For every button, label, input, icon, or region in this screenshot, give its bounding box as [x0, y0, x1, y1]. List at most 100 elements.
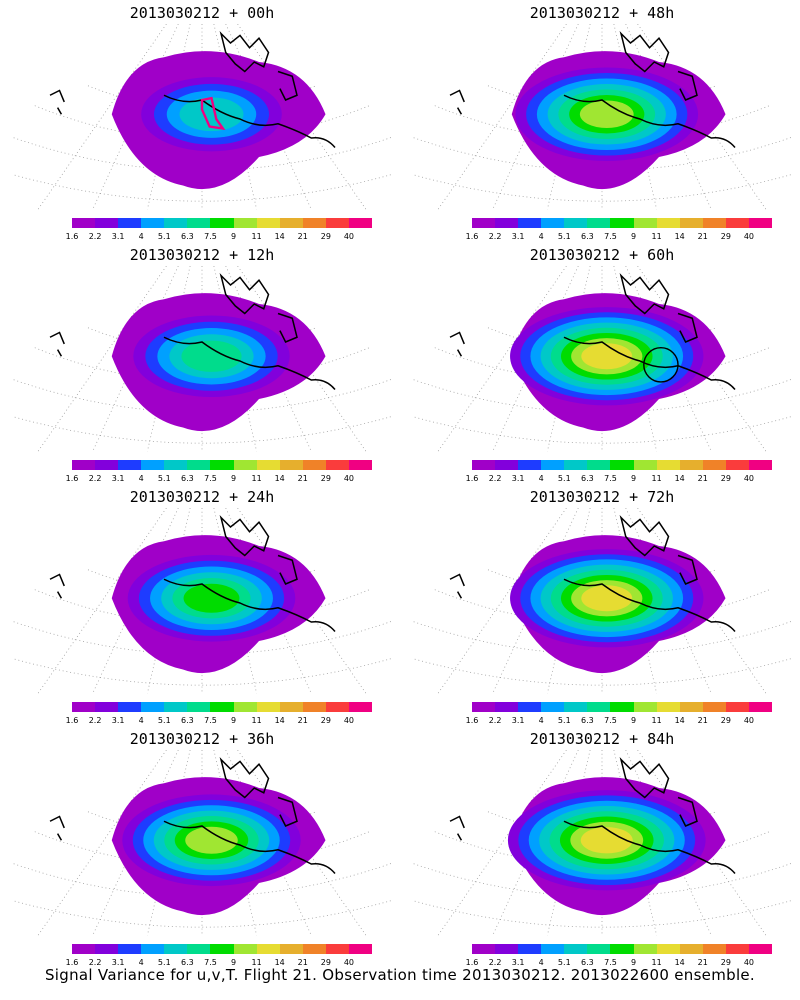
panel-title: 2013030212 + 84h [529, 730, 675, 748]
colorbar-tick-label: 11 [651, 474, 662, 483]
colorbar-tick-label: 29 [320, 716, 331, 725]
colorbar-swatch [541, 460, 565, 470]
flight-track [200, 96, 226, 131]
colorbar-tick-label: 9 [230, 232, 237, 241]
forecast-panel: 2013030212 + 00h 1.6 2.2 3.1 4 5.1 6.3 7.5 9 11 14… [12, 0, 392, 242]
panel-title: 2013030212 + 00h [129, 4, 275, 22]
colorbar-swatch [279, 460, 303, 470]
colorbar-swatch [141, 702, 165, 712]
colorbar-swatch [164, 460, 188, 470]
colorbar-swatch [587, 944, 611, 954]
colorbar-tick-label: 21 [297, 958, 308, 967]
forecast-panel: 2013030212 + 36h 1.6 2.2 3.1 4 5.1 6.3 7.5 9 11 14… [12, 726, 392, 968]
colorbar-swatch [564, 218, 588, 228]
map-plot [12, 266, 392, 452]
colorbar-tick-label: 6.3 [181, 474, 194, 483]
colorbar-swatch [279, 218, 303, 228]
colorbar-swatch [187, 218, 211, 228]
colorbar-tick-label: 1.6 [65, 958, 79, 967]
colorbar-swatch [118, 944, 142, 954]
colorbar-swatch [95, 460, 119, 470]
colorbar-swatch [518, 218, 542, 228]
colorbar-swatch [348, 944, 373, 954]
colorbar-labels: 1.6 2.2 3.1 4 5.1 6.3 7.5 9 11 14 21 29 40 [452, 232, 792, 242]
colorbar-swatch [679, 702, 703, 712]
colorbar-swatch [95, 218, 119, 228]
colorbar-tick-label: 5.1 [157, 716, 171, 725]
colorbar-swatch [495, 460, 519, 470]
colorbar-swatch [610, 218, 634, 228]
colorbar-swatch [210, 944, 234, 954]
colorbar-tick-label: 40 [343, 716, 355, 725]
colorbar-swatch [725, 702, 749, 712]
panel-title: 2013030212 + 60h [529, 246, 675, 264]
colorbar-tick-label: 11 [251, 716, 262, 725]
colorbar-tick-label: 21 [697, 232, 708, 241]
colorbar-swatch [679, 460, 703, 470]
colorbar-tick-label: 1.6 [65, 716, 79, 725]
colorbar-tick-label: 4 [538, 232, 544, 241]
colorbar-swatch [302, 218, 326, 228]
colorbar-labels: 1.6 2.2 3.1 4 5.1 6.3 7.5 9 11 14 21 29 40 [52, 958, 392, 968]
colorbar-tick-label: 14 [274, 474, 285, 483]
colorbar-tick-label: 40 [743, 958, 755, 967]
colorbar-swatch [279, 944, 303, 954]
colorbar-swatch [187, 944, 211, 954]
signal-variance-field [111, 777, 326, 916]
colorbar-tick-label: 7.5 [204, 232, 217, 241]
colorbar-swatch [95, 702, 119, 712]
colorbar-tick-label: 9 [230, 716, 237, 725]
colorbar-tick-label: 3.1 [111, 716, 125, 725]
colorbar-tick-label: 40 [343, 958, 355, 967]
colorbar-tick-label: 9 [630, 474, 637, 483]
colorbar-swatch [725, 218, 749, 228]
panel-title: 2013030212 + 48h [529, 4, 675, 22]
colorbar-tick-label: 6.3 [181, 716, 194, 725]
colorbar-tick-label: 7.5 [604, 716, 617, 725]
colorbar-tick-label: 3.1 [111, 958, 125, 967]
colorbar-tick-label: 3.1 [111, 232, 125, 241]
coastline [49, 31, 336, 148]
colorbar-swatch [325, 944, 349, 954]
colorbar-tick-label: 14 [274, 958, 285, 967]
colorbar-tick-label: 2.2 [88, 232, 102, 241]
colorbar-labels: 1.6 2.2 3.1 4 5.1 6.3 7.5 9 11 14 21 29 40 [452, 716, 792, 726]
colorbar-tick-label: 2.2 [488, 232, 502, 241]
map-plot [12, 750, 392, 936]
colorbar-swatch [656, 944, 680, 954]
map-plot [412, 266, 792, 452]
colorbar-tick-label: 11 [651, 716, 662, 725]
colorbar-tick-label: 6.3 [581, 716, 594, 725]
colorbar-tick-label: 6.3 [181, 958, 194, 967]
colorbar-tick-label: 11 [251, 958, 262, 967]
colorbar-swatch [541, 218, 565, 228]
colorbar-tick-label: 14 [674, 716, 685, 725]
colorbar-tick-label: 21 [697, 474, 708, 483]
colorbar-swatch [748, 218, 773, 228]
map-plot [412, 24, 792, 210]
colorbar-swatch [233, 218, 257, 228]
coastline [449, 273, 736, 390]
colorbar-tick-label: 1.6 [465, 232, 479, 241]
colorbar-swatch [702, 218, 726, 228]
colorbar-swatch [279, 702, 303, 712]
colorbar-tick-label: 4 [138, 232, 144, 241]
colorbar-tick-label: 6.3 [581, 958, 594, 967]
colorbar-tick-label: 9 [230, 474, 237, 483]
colorbar-tick-label: 1.6 [465, 958, 479, 967]
colorbar-tick-label: 6.3 [581, 474, 594, 483]
colorbar-tick-label: 11 [651, 958, 662, 967]
colorbar-tick-label: 5.1 [157, 474, 171, 483]
colorbar [472, 702, 773, 714]
colorbar-swatch [633, 944, 657, 954]
colorbar-labels: 1.6 2.2 3.1 4 5.1 6.3 7.5 9 11 14 21 29 40 [52, 232, 392, 242]
colorbar-swatch [118, 702, 142, 712]
colorbar-swatch [541, 702, 565, 712]
colorbar-swatch [495, 944, 519, 954]
colorbar-swatch [210, 218, 234, 228]
colorbar-swatch [748, 944, 773, 954]
colorbar-swatch [633, 460, 657, 470]
colorbar-swatch [187, 460, 211, 470]
figure-caption: Signal Variance for u,v,T. Flight 21. Ob… [44, 966, 756, 984]
colorbar-tick-label: 14 [274, 716, 285, 725]
